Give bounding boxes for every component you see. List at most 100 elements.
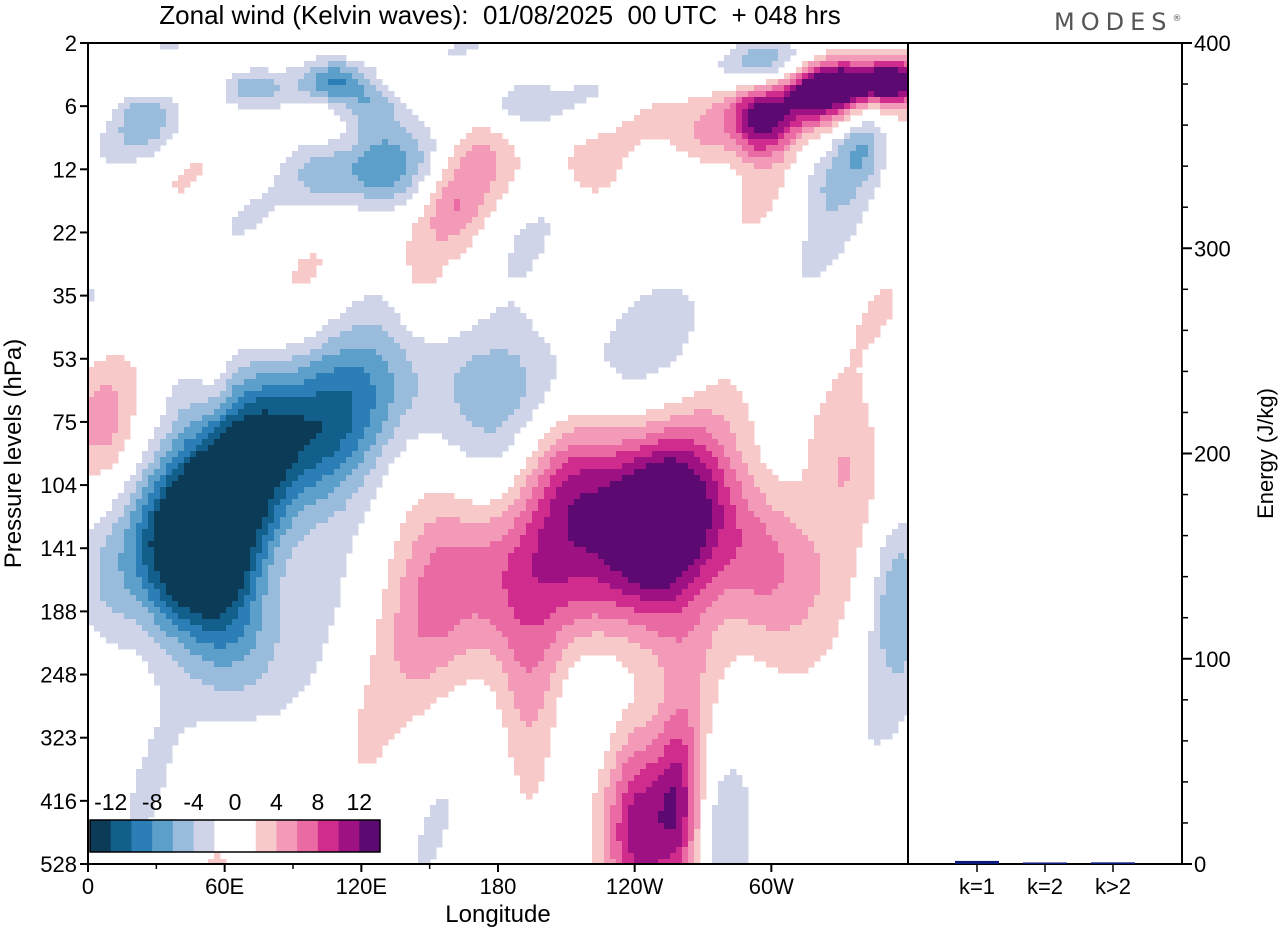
contour-cell [622,367,629,374]
contour-cell [682,439,689,446]
contour-cell [454,367,461,374]
contour-cell [850,439,857,446]
contour-cell [172,487,179,494]
contour-cell [838,487,845,494]
contour-cell [346,403,353,410]
contour-cell [604,355,611,362]
contour-cell [700,487,707,494]
contour-cell [436,235,443,242]
contour-cell [262,469,269,476]
contour-cell [538,115,545,122]
contour-cell [262,505,269,512]
contour-cell [160,43,167,50]
contour-cell [826,457,833,464]
contour-cell [328,175,335,182]
contour-cell [334,439,341,446]
contour-cell [568,97,575,104]
contour-cell [712,151,719,158]
contour-cell [286,343,293,350]
contour-cell [418,367,425,374]
contour-cell [406,379,413,386]
contour-cell [508,511,515,518]
contour-cell [412,505,419,512]
contour-cell [148,505,155,512]
contour-cell [676,295,683,302]
contour-cell [682,115,689,122]
contour-cell [844,115,851,122]
contour-cell [718,487,725,494]
contour-cell [868,331,875,338]
contour-cell [220,427,227,434]
contour-cell [148,139,155,146]
contour-cell [646,505,653,512]
contour-cell [340,67,347,74]
contour-cell [394,433,401,440]
contour-cell [250,217,257,224]
contour-cell [322,67,329,74]
contour-cell [268,397,275,404]
contour-cell [862,205,869,212]
contour-cell [628,343,635,350]
contour-cell [844,217,851,224]
contour-cell [352,301,359,308]
contour-cell [814,247,821,254]
contour-cell [460,157,467,164]
contour-cell [538,349,545,356]
contour-cell [94,373,101,380]
contour-cell [556,493,563,500]
contour-cell [568,505,575,512]
contour-cell [694,451,701,458]
contour-cell [118,511,125,518]
contour-cell [718,439,725,446]
contour-cell [316,259,323,266]
contour-cell [766,127,773,134]
contour-cell [754,139,761,146]
contour-cell [856,457,863,464]
contour-cell [622,133,629,140]
contour-cell [856,409,863,416]
contour-cell [724,121,731,128]
contour-cell [520,259,527,266]
contour-cell [184,463,191,470]
contour-cell [484,433,491,440]
contour-cell [526,103,533,110]
contour-cell [862,103,869,110]
contour-cell [322,385,329,392]
contour-cell [358,103,365,110]
contour-cell [454,145,461,152]
contour-cell [490,373,497,380]
contour-cell [736,397,743,404]
contour-cell [298,259,305,266]
contour-cell [832,139,839,146]
contour-cell [334,319,341,326]
contour-cell [676,415,683,422]
contour-cell [502,505,509,512]
contour-cell [352,97,359,104]
contour-cell [388,145,395,152]
contour-cell [340,61,347,68]
contour-cell [670,499,677,506]
contour-cell [358,451,365,458]
contour-cell [352,193,359,200]
contour-cell [856,493,863,500]
contour-cell [544,103,551,110]
contour-cell [538,385,545,392]
contour-cell [370,127,377,134]
contour-cell [724,91,731,98]
contour-cell [358,391,365,398]
contour-cell [370,181,377,188]
contour-cell [382,409,389,416]
contour-cell [814,133,821,140]
contour-cell [700,499,707,506]
contour-cell [628,373,635,380]
contour-cell [454,403,461,410]
contour-cell [592,169,599,176]
contour-cell [514,91,521,98]
contour-cell [520,229,527,236]
contour-cell [280,373,287,380]
contour-cell [880,163,887,170]
contour-cell [748,61,755,68]
contour-cell [616,493,623,500]
contour-cell [604,493,611,500]
contour-cell [814,253,821,260]
